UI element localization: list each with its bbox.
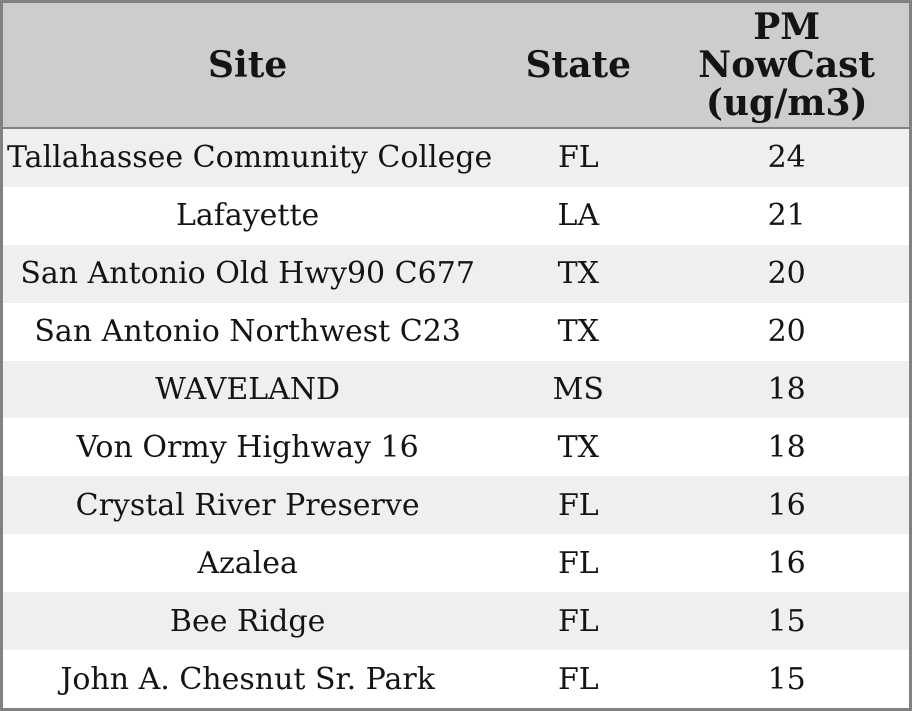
table-row: Crystal River Preserve FL 16 <box>3 476 909 535</box>
column-header-pm-nowcast: PM NowCast (ug/m3) <box>664 3 909 129</box>
state-cell: TX <box>557 256 599 292</box>
table-row: John A. Chesnut Sr. Park FL 15 <box>3 650 909 708</box>
state-cell: FL <box>557 140 599 176</box>
table-header: Site State PM NowCast (ug/m3) <box>3 3 909 129</box>
state-cell: TX <box>557 314 599 350</box>
site-cell: San Antonio Northwest C23 <box>34 314 461 350</box>
state-cell: TX <box>557 429 599 465</box>
pm-nowcast-cell: 16 <box>767 487 806 523</box>
state-cell: LA <box>557 198 600 234</box>
site-cell: Tallahassee Community College <box>7 140 493 176</box>
table-row: Lafayette LA 21 <box>3 186 909 245</box>
pm-nowcast-cell: 20 <box>767 314 806 350</box>
site-cell: San Antonio Old Hwy90 C677 <box>20 256 475 292</box>
table-body: Tallahassee Community College FL 24 Lafa… <box>3 128 909 708</box>
table-row: WAVELAND MS 18 <box>3 360 909 419</box>
column-header-state: State <box>492 3 665 129</box>
table-row: San Antonio Old Hwy90 C677 TX 20 <box>3 244 909 303</box>
site-cell: Crystal River Preserve <box>75 487 420 523</box>
pm-nowcast-cell: 20 <box>767 256 806 292</box>
header-row: Site State PM NowCast (ug/m3) <box>3 3 909 129</box>
state-cell: FL <box>557 487 599 523</box>
state-cell: FL <box>557 603 599 639</box>
pm-nowcast-cell: 16 <box>767 545 806 581</box>
table-row: Tallahassee Community College FL 24 <box>3 128 909 187</box>
site-cell: Lafayette <box>175 198 320 234</box>
table-row: San Antonio Northwest C23 TX 20 <box>3 302 909 361</box>
state-cell: FL <box>557 545 599 581</box>
column-header-site: Site <box>3 3 493 129</box>
table-row: Von Ormy Highway 16 TX 18 <box>3 418 909 477</box>
pm-nowcast-cell: 18 <box>767 372 806 408</box>
pm-nowcast-cell: 21 <box>767 198 806 234</box>
site-cell: John A. Chesnut Sr. Park <box>60 661 435 697</box>
site-cell: Bee Ridge <box>169 603 326 639</box>
site-cell: WAVELAND <box>155 372 341 408</box>
site-cell: Von Ormy Highway 16 <box>76 429 419 465</box>
table-row: Bee Ridge FL 15 <box>3 592 909 651</box>
site-cell: Azalea <box>197 545 298 581</box>
pm-nowcast-cell: 24 <box>767 140 806 176</box>
state-cell: FL <box>557 661 599 697</box>
table-row: Azalea FL 16 <box>3 534 909 593</box>
state-cell: MS <box>552 372 604 408</box>
pm-nowcast-table: Site State PM NowCast (ug/m3) Tallahasse… <box>3 3 909 708</box>
pm-nowcast-cell: 18 <box>767 429 806 465</box>
pm-nowcast-cell: 15 <box>767 603 806 639</box>
pm-nowcast-cell: 15 <box>767 661 806 697</box>
